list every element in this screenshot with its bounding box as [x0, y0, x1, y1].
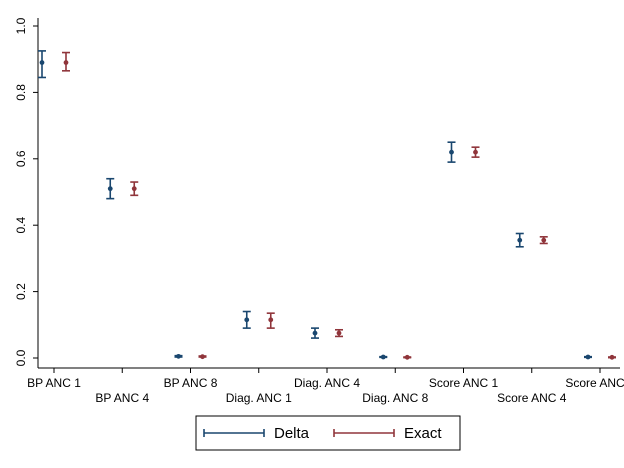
data-point	[131, 186, 137, 192]
x-tick-label: BP ANC 1	[27, 376, 81, 390]
x-tick-label: Score ANC 8	[565, 376, 624, 390]
series-exact	[62, 51, 616, 360]
y-tick-label: 0.6	[14, 150, 28, 167]
y-tick-label: 0.4	[14, 217, 28, 234]
series-delta	[38, 50, 592, 360]
x-tick-label: Score ANC 4	[497, 391, 567, 405]
data-point	[517, 237, 523, 243]
axes: 0.0 0.2 0.4 0.6 0.8 1.0 BP ANC 1 BP ANC 4 BP ANC…	[14, 17, 624, 405]
data-point	[473, 149, 478, 155]
legend-label: Exact	[404, 425, 442, 442]
legend: Delta Exact	[195, 415, 461, 451]
x-tick-label: Diag. ANC 4	[294, 376, 360, 390]
data-point	[176, 353, 181, 359]
data-point	[63, 60, 69, 65]
data-point	[449, 149, 454, 155]
data-point	[268, 317, 274, 323]
legend-entry-delta: Delta	[203, 425, 310, 442]
y-tick-label: 0.0	[14, 349, 28, 366]
x-tick-label: Diag. ANC 8	[362, 391, 428, 405]
data-point	[336, 330, 342, 336]
data-point	[200, 354, 205, 360]
data-point	[39, 60, 45, 65]
data-point	[244, 317, 250, 323]
y-tick-label: 0.8	[14, 84, 28, 101]
data-point	[609, 354, 615, 360]
data-point	[380, 354, 386, 360]
x-tick-label: BP ANC 8	[164, 376, 218, 390]
data-point	[312, 330, 318, 336]
data-point	[404, 354, 410, 360]
x-tick-label: Diag. ANC 1	[226, 391, 292, 405]
y-tick-label: 1.0	[14, 17, 28, 34]
legend-entry-exact: Exact	[333, 425, 442, 442]
chart-marks	[38, 50, 616, 360]
x-tick-label: BP ANC 4	[95, 391, 149, 405]
data-point	[107, 186, 113, 192]
x-tick-label: Score ANC 1	[429, 376, 499, 390]
data-point	[585, 354, 591, 360]
y-tick-label: 0.2	[14, 283, 28, 300]
data-point	[541, 237, 547, 243]
legend-label: Delta	[274, 425, 310, 442]
